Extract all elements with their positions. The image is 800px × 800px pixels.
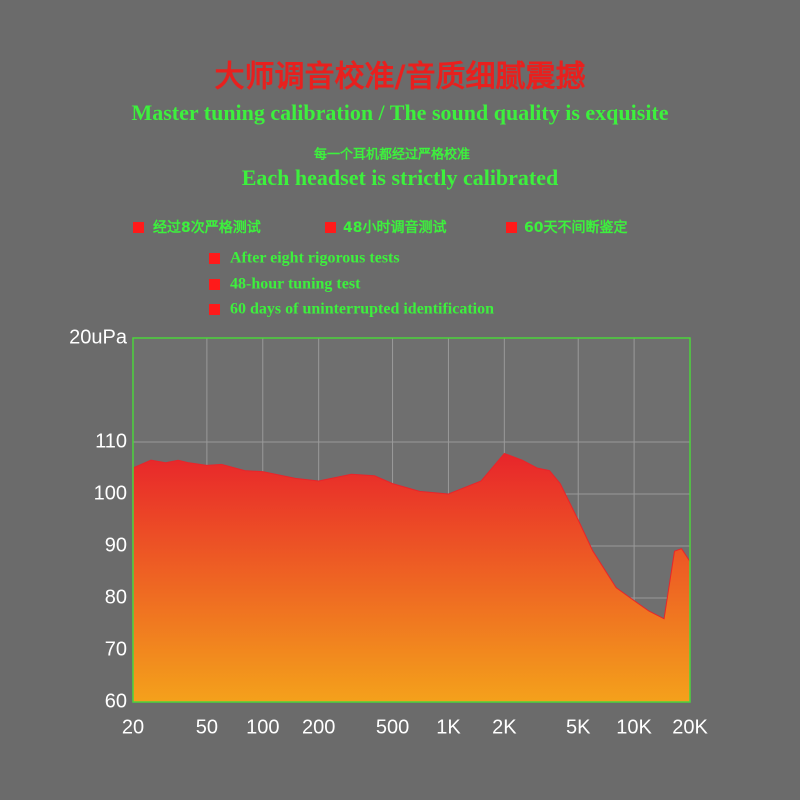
x-tick-label: 5K bbox=[566, 716, 591, 738]
x-tick-label: 2K bbox=[492, 716, 517, 738]
feature-en: After eight rigorous tests bbox=[230, 250, 400, 267]
features-cn: 经过8次严格测试 48小时调音测试 60天不间断鉴定 bbox=[133, 219, 627, 236]
x-tick-label: 10K bbox=[616, 716, 652, 738]
x-tick-label: 500 bbox=[376, 716, 409, 738]
bullet bbox=[209, 279, 220, 290]
feature-en: 48-hour tuning test bbox=[230, 276, 361, 293]
y-tick-label: 70 bbox=[105, 638, 127, 660]
x-tick-label: 20 bbox=[122, 716, 144, 738]
y-tick-label: 80 bbox=[105, 586, 127, 608]
feature-cn: 48小时调音测试 bbox=[343, 219, 446, 236]
feature-en: 60 days of uninterrupted identification bbox=[230, 301, 494, 318]
y-tick-label: 110 bbox=[95, 430, 127, 452]
bullet bbox=[209, 253, 220, 264]
subtitle-cn: 每一个耳机都经过严格校准 bbox=[314, 147, 470, 163]
title-cn: 大师调音校准/音质细腻震撼 bbox=[215, 60, 586, 95]
feature-cn: 60天不间断鉴定 bbox=[524, 219, 627, 236]
x-tick-label: 20K bbox=[672, 716, 708, 738]
x-tick-label: 50 bbox=[196, 716, 218, 738]
feature-cn: 经过8次严格测试 bbox=[153, 219, 261, 236]
bullet bbox=[325, 222, 336, 233]
y-tick-label: 60 bbox=[105, 690, 127, 712]
x-tick-label: 200 bbox=[302, 716, 335, 738]
x-tick-label: 100 bbox=[246, 716, 279, 738]
y-tick-label: 100 bbox=[94, 482, 127, 504]
bullet bbox=[209, 304, 220, 315]
bullet bbox=[133, 222, 144, 233]
subtitle-en: Each headset is strictly calibrated bbox=[242, 165, 559, 190]
features-en: After eight rigorous tests 48-hour tunin… bbox=[209, 250, 494, 318]
x-tick-label: 1K bbox=[436, 716, 461, 738]
area bbox=[132, 452, 691, 703]
y-tick-label: 20uPa bbox=[69, 326, 128, 348]
title-en: Master tuning calibration / The sound qu… bbox=[131, 100, 668, 125]
bullet bbox=[506, 222, 517, 233]
plot-border bbox=[132, 337, 691, 703]
y-tick-label: 90 bbox=[105, 534, 127, 556]
